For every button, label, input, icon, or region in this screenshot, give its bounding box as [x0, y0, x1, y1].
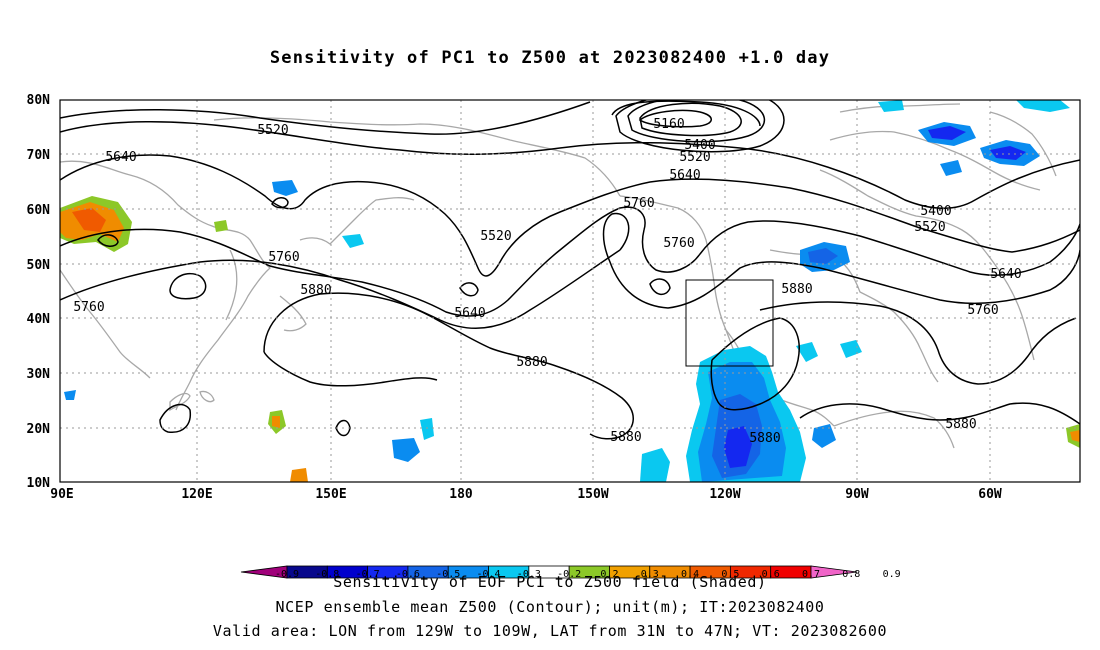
- colorbar-segment: [810, 565, 858, 579]
- y-tick-label: 40N: [27, 312, 51, 327]
- colorbar-level-label: -0.9: [275, 569, 299, 580]
- contour-label: 5160: [653, 117, 684, 132]
- colorbar-level-label: 0.7: [802, 569, 820, 580]
- contour-label: 5640: [105, 150, 136, 165]
- footer-line-1: Sensitivity of EOF PC1 to Z500 field (Sh…: [333, 573, 767, 591]
- footer-line-3: Valid area: LON from 129W to 109W, LAT f…: [212, 622, 888, 640]
- colorbar-level-label: -0.7: [356, 569, 380, 580]
- colorbar-level-label: -0.4: [476, 569, 500, 580]
- colorbar-level-label: 0.3: [641, 569, 659, 580]
- contour-label: 5760: [623, 196, 654, 211]
- valid-area-box: [685, 279, 774, 367]
- colorbar-level-label: 0.8: [842, 569, 860, 580]
- colorbar-level-label: -0.6: [396, 569, 420, 580]
- height-contours: [60, 100, 1080, 440]
- contour-label: 5640: [990, 267, 1021, 282]
- contour-label: 5880: [945, 417, 976, 432]
- x-tick-label: 60W: [978, 487, 1002, 502]
- x-tick-label: 150W: [577, 487, 608, 502]
- colorbar-level-label: 0.5: [721, 569, 739, 580]
- contour-label: 5520: [257, 123, 288, 138]
- contour-label: 5880: [781, 282, 812, 297]
- colorbar-level-label: -0.5: [436, 569, 460, 580]
- x-tick-label: 120W: [709, 487, 740, 502]
- contour-label: 5520: [914, 220, 945, 235]
- contour-label: 5760: [967, 303, 998, 318]
- colorbar-labels: -0.9 -0.8 -0.7 -0.6 -0.5 -0.4 -0.3 -0.2 0.2 0.3 0.…: [275, 569, 901, 580]
- colorbar-level-label: -0.8: [315, 569, 339, 580]
- contour-label: 5880: [516, 355, 547, 370]
- contour-label: 5640: [454, 306, 485, 321]
- colorbar-level-label: 0.9: [883, 569, 901, 580]
- colorbar-level-label: 0.2: [600, 569, 618, 580]
- x-tick-label: 180: [449, 487, 473, 502]
- y-axis-labels: 80N 70N 60N 50N 40N 30N 20N 10N: [27, 93, 51, 491]
- contour-label: 5760: [268, 250, 299, 265]
- contour-label: 5760: [73, 300, 104, 315]
- x-tick-label: 150E: [315, 487, 346, 502]
- coastlines: [60, 103, 1057, 449]
- contour-label: 5400: [920, 204, 951, 219]
- contour-label: 5640: [669, 168, 700, 183]
- y-tick-label: 80N: [27, 93, 51, 108]
- y-tick-label: 70N: [27, 148, 51, 163]
- contour-label: 5880: [300, 283, 331, 298]
- contour-labels: 5520 5640 5160 5400 5520 5640 5760 5760 …: [73, 117, 1021, 446]
- footer-line-2: NCEP ensemble mean Z500 (Contour); unit(…: [275, 598, 825, 616]
- contour-label: 5400: [684, 138, 715, 153]
- sensitivity-shading: [60, 100, 1080, 482]
- plot-frame: [59, 99, 1081, 483]
- contour-label: 5520: [480, 229, 511, 244]
- y-tick-label: 20N: [27, 422, 51, 437]
- y-tick-label: 30N: [27, 367, 51, 382]
- colorbar-level-label: -0.3: [517, 569, 541, 580]
- contour-label: 5760: [663, 236, 694, 251]
- y-tick-label: 50N: [27, 258, 51, 273]
- colorbar-level-label: 0.6: [762, 569, 780, 580]
- x-tick-label: 90E: [50, 487, 73, 502]
- x-axis-labels: 90E 120E 150E 180 150W 120W 90W 60W: [50, 487, 1002, 502]
- colorbar-level-label: -0.2: [557, 569, 581, 580]
- colorbar-level-label: 0.4: [681, 569, 699, 580]
- contour-label: 5880: [749, 431, 780, 446]
- contour-label: 5880: [610, 430, 641, 445]
- colorbar: [240, 565, 858, 579]
- contour-label: 5520: [679, 150, 710, 165]
- y-tick-label: 60N: [27, 203, 51, 218]
- chart-title: Sensitivity of PC1 to Z500 at 2023082400…: [269, 48, 831, 68]
- x-tick-label: 120E: [181, 487, 212, 502]
- y-tick-label: 10N: [27, 476, 51, 491]
- x-tick-label: 90W: [845, 487, 869, 502]
- grid-lines: [60, 100, 1080, 482]
